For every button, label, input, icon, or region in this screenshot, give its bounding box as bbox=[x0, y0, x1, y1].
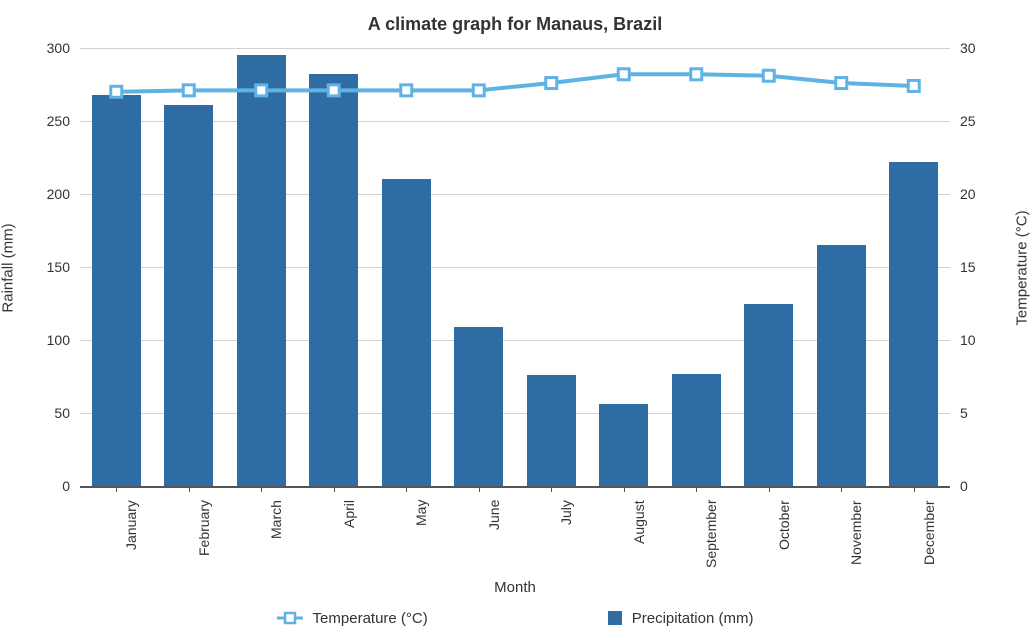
y-left-tick-label: 100 bbox=[47, 332, 70, 348]
line-marker-icon bbox=[277, 611, 303, 625]
temperature-marker bbox=[183, 85, 194, 96]
temperature-marker bbox=[401, 85, 412, 96]
legend-item-precipitation: Precipitation (mm) bbox=[608, 610, 754, 627]
temperature-line bbox=[116, 74, 914, 92]
x-tick-label: January bbox=[123, 500, 139, 550]
x-tick-label: October bbox=[776, 500, 792, 550]
temperature-marker bbox=[908, 80, 919, 91]
y-left-tick-label: 300 bbox=[47, 40, 70, 56]
temperature-marker bbox=[691, 69, 702, 80]
x-tick-label: May bbox=[413, 500, 429, 526]
line-layer bbox=[80, 48, 950, 486]
y-left-tick-label: 50 bbox=[54, 405, 70, 421]
y-right-tick-label: 25 bbox=[960, 113, 976, 129]
y-axis-left-label: Rainfall (mm) bbox=[0, 223, 17, 312]
x-tick-label: April bbox=[341, 500, 357, 528]
temperature-marker bbox=[473, 85, 484, 96]
plot-area bbox=[80, 48, 950, 488]
x-tick bbox=[479, 486, 480, 492]
x-tick bbox=[551, 486, 552, 492]
x-tick bbox=[116, 486, 117, 492]
x-tick-label: September bbox=[703, 500, 719, 568]
temperature-marker bbox=[618, 69, 629, 80]
temperature-marker bbox=[546, 78, 557, 89]
y-axis-left: Rainfall (mm) 050100150200250300 bbox=[0, 48, 78, 488]
y-axis-right-label: Temperature (°C) bbox=[1014, 210, 1030, 325]
climate-chart: A climate graph for Manaus, Brazil Rainf… bbox=[0, 0, 1030, 638]
y-right-tick-label: 0 bbox=[960, 478, 968, 494]
x-tick-label: June bbox=[486, 500, 502, 530]
x-tick bbox=[406, 486, 407, 492]
x-tick bbox=[189, 486, 190, 492]
y-left-tick-label: 150 bbox=[47, 259, 70, 275]
y-right-tick-label: 30 bbox=[960, 40, 976, 56]
y-left-tick-label: 250 bbox=[47, 113, 70, 129]
temperature-marker bbox=[111, 86, 122, 97]
temperature-marker bbox=[256, 85, 267, 96]
bar-swatch-icon bbox=[608, 611, 622, 625]
legend: Temperature (°C) Precipitation (mm) bbox=[0, 606, 1030, 630]
x-tick bbox=[696, 486, 697, 492]
temperature-marker bbox=[763, 70, 774, 81]
y-right-tick-label: 20 bbox=[960, 186, 976, 202]
temperature-marker bbox=[836, 78, 847, 89]
x-tick bbox=[841, 486, 842, 492]
y-right-tick-label: 10 bbox=[960, 332, 976, 348]
legend-item-temperature: Temperature (°C) bbox=[277, 610, 428, 627]
chart-title: A climate graph for Manaus, Brazil bbox=[0, 14, 1030, 35]
x-tick bbox=[914, 486, 915, 492]
x-tick bbox=[261, 486, 262, 492]
legend-label: Precipitation (mm) bbox=[632, 610, 754, 627]
x-tick-label: February bbox=[196, 500, 212, 556]
x-tick bbox=[769, 486, 770, 492]
legend-label: Temperature (°C) bbox=[313, 610, 428, 627]
x-tick-label: March bbox=[268, 500, 284, 539]
x-tick bbox=[624, 486, 625, 492]
x-tick-label: July bbox=[558, 500, 574, 525]
x-tick bbox=[334, 486, 335, 492]
x-tick-label: December bbox=[921, 500, 937, 565]
y-left-tick-label: 200 bbox=[47, 186, 70, 202]
y-right-tick-label: 15 bbox=[960, 259, 976, 275]
y-right-tick-label: 5 bbox=[960, 405, 968, 421]
x-tick-label: August bbox=[631, 500, 647, 544]
x-tick-label: November bbox=[848, 500, 864, 565]
temperature-marker bbox=[328, 85, 339, 96]
y-axis-right: Temperature (°C) 051015202530 bbox=[952, 48, 1030, 488]
x-axis-label: Month bbox=[80, 579, 950, 596]
y-left-tick-label: 0 bbox=[62, 478, 70, 494]
